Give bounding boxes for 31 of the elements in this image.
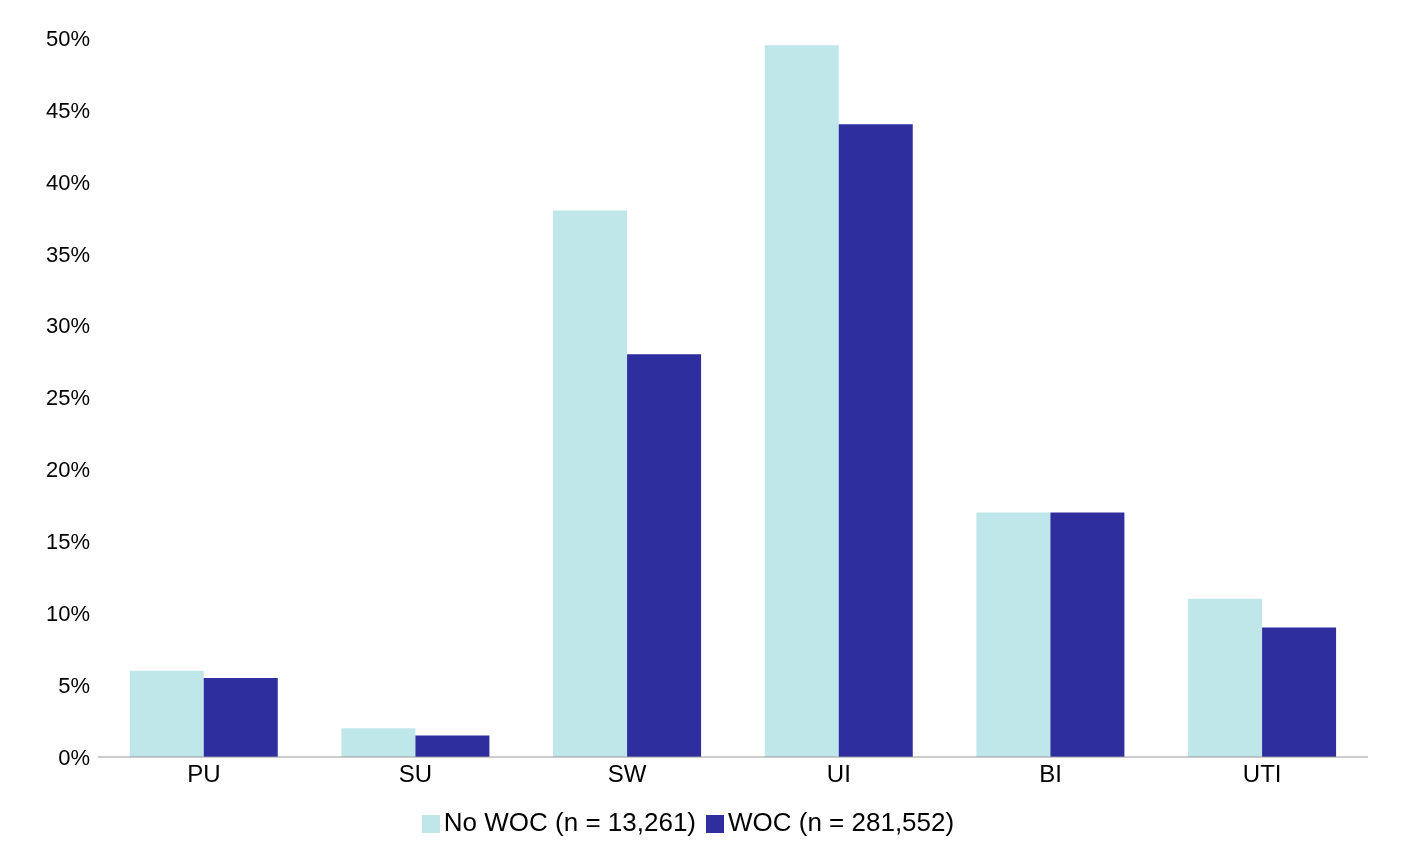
y-tick-label: 5% (58, 672, 90, 698)
bar (627, 354, 702, 757)
legend-label: No WOC (n = 13,261) (443, 807, 696, 837)
x-tick-label: BI (1039, 760, 1062, 788)
bar (764, 45, 839, 757)
bar (1050, 512, 1125, 757)
x-tick-label: PU (187, 760, 221, 788)
bar (553, 210, 628, 757)
y-tick-label: 10% (45, 601, 90, 627)
y-tick-label: 50% (45, 25, 90, 51)
x-tick-label: UTI (1242, 760, 1282, 788)
y-tick-label: 0% (58, 744, 90, 770)
x-tick-label: SW (607, 760, 647, 788)
bar (1188, 598, 1263, 757)
y-tick-label: 40% (45, 169, 90, 195)
bar (341, 728, 416, 757)
y-tick-label: 25% (45, 385, 90, 411)
bar (838, 124, 913, 757)
y-tick-label: 35% (45, 241, 90, 267)
bar (415, 735, 490, 757)
x-tick-label: UI (826, 760, 851, 788)
y-tick-label: 30% (45, 313, 90, 339)
bar (976, 512, 1051, 757)
bar (203, 677, 278, 757)
y-tick-label: 15% (45, 529, 90, 555)
y-tick-label: 45% (45, 97, 90, 123)
bar (1262, 627, 1337, 757)
y-tick-label: 20% (45, 457, 90, 483)
bar (129, 670, 204, 757)
legend-label: WOC (n = 281,552) (728, 807, 955, 837)
x-tick-label: SU (398, 760, 433, 788)
